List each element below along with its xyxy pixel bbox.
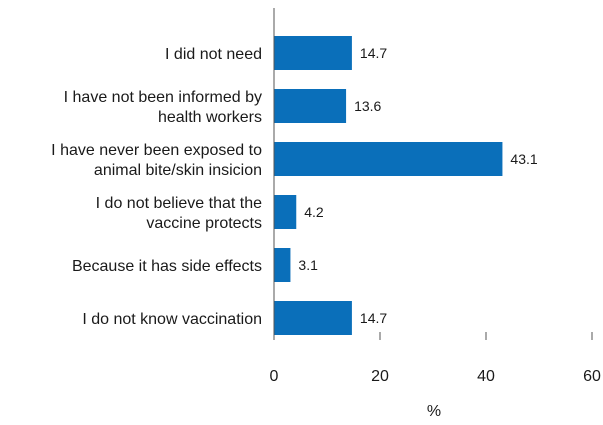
value-label-2: 43.1 [510,151,537,167]
value-label-3: 4.2 [304,204,324,220]
bar-1 [274,89,347,123]
x-tick-label-0: 0 [270,368,279,385]
x-axis-label: % [427,403,441,420]
category-label-2-1: animal bite/skin insicion [94,162,262,179]
category-label-0-0: I did not need [165,46,262,63]
bar-3 [274,195,297,229]
x-tick-label-3: 60 [583,368,601,385]
category-label-3-1: vaccine protects [146,215,262,232]
x-tick-label-2: 40 [477,368,495,385]
x-tick-label-1: 20 [371,368,389,385]
bar-0 [274,36,352,70]
value-label-4: 3.1 [298,257,318,273]
bar-4 [274,248,291,282]
value-label-1: 13.6 [354,98,381,114]
value-label-0: 14.7 [360,45,387,61]
axes-group: 0 20 40 60 [270,8,601,385]
category-label-3-0: I do not believe that the [96,195,262,212]
bar-2 [274,142,503,176]
category-label-1-0: I have not been informed by [64,89,262,106]
bar-5 [274,301,352,335]
value-label-5: 14.7 [360,310,387,326]
category-label-5-0: I do not know vaccination [82,311,262,328]
category-label-4-0: Because it has side effects [72,258,262,275]
bars-group: 14.7 I did not need 13.6 I have not been in… [51,36,538,335]
category-label-2-0: I have never been exposed to [51,142,262,159]
category-label-1-1: health workers [158,109,262,126]
